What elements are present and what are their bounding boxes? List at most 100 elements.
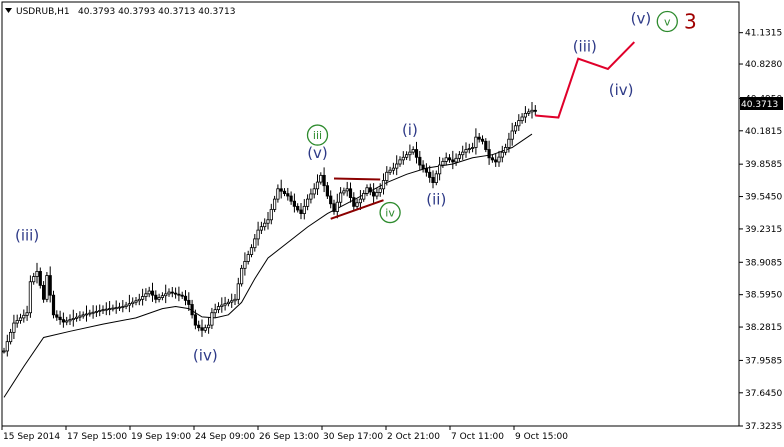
candle-body <box>45 275 49 300</box>
candle-body <box>210 312 214 326</box>
wave-label: (iv) <box>193 346 218 364</box>
candle-body <box>253 238 257 249</box>
y-tick-label: 37.6450 <box>745 389 782 399</box>
candle-body <box>111 307 115 310</box>
candle-body <box>342 190 346 194</box>
candle-body <box>457 154 462 159</box>
forecast-path <box>535 41 636 119</box>
candle-body <box>81 314 85 317</box>
candle-body <box>101 309 105 312</box>
candle-body <box>18 317 23 321</box>
candle-body <box>424 168 429 173</box>
candle-body <box>398 159 402 165</box>
candle-body <box>51 294 56 316</box>
candle-body <box>461 151 465 156</box>
candle-body <box>391 167 396 171</box>
moving-average-layer <box>3 133 533 398</box>
candle-body <box>494 159 498 163</box>
candle-body <box>451 159 455 163</box>
candle-body <box>150 290 155 296</box>
x-tick-label: 15 Sep 2014 <box>3 432 60 442</box>
candle-body <box>477 136 481 140</box>
y-tick-label: 37.3235 <box>745 422 782 432</box>
candle-body <box>381 180 386 190</box>
candle-body <box>127 303 131 306</box>
candle-body <box>84 313 89 316</box>
candle-body <box>282 190 287 195</box>
candle-body <box>206 324 211 329</box>
candle-body <box>355 202 359 207</box>
candle-body <box>362 193 366 200</box>
candle-body <box>404 154 409 158</box>
candle-body <box>279 188 283 192</box>
wave-labels-layer: (iii) (iv) (v) (i) (ii) (iii) (iv) (v) iii iv v 3 <box>15 9 697 364</box>
y-tick-label: 38.5950 <box>745 291 782 301</box>
candle-body <box>428 171 432 178</box>
candle-body <box>75 316 79 319</box>
candle-body <box>170 291 174 294</box>
candle-body <box>513 125 518 132</box>
candle-body <box>137 298 141 302</box>
x-tick-label: 9 Oct 15:00 <box>515 432 568 442</box>
candle-body <box>447 157 452 161</box>
candle-body <box>421 164 425 170</box>
candle-body <box>292 200 297 207</box>
candle-body <box>15 320 19 324</box>
candle-body <box>91 311 95 314</box>
candle-body <box>223 303 227 306</box>
candle-body <box>289 195 293 202</box>
candle-body <box>236 283 240 300</box>
candle-body <box>371 191 376 197</box>
candle-body <box>144 293 148 297</box>
candle-body <box>329 195 333 205</box>
x-tick-label: 26 Sep 13:00 <box>259 432 319 442</box>
candle-body <box>71 318 75 321</box>
candle-body <box>147 290 151 295</box>
candle-body <box>365 187 369 194</box>
wave-label: (iii) <box>573 37 597 55</box>
candle-body <box>338 192 343 203</box>
candle-body <box>507 138 511 148</box>
candle-body <box>216 306 221 311</box>
candle-body <box>256 229 260 240</box>
candle-body <box>312 188 316 195</box>
candle-body <box>124 304 128 307</box>
candle-body <box>464 149 468 153</box>
wave-label: (v) <box>631 10 652 28</box>
y-tick-label: 39.2315 <box>745 225 782 235</box>
price-tag-bg <box>740 97 783 110</box>
candle-body <box>266 219 270 224</box>
candle-body <box>510 130 514 140</box>
candle-body <box>533 109 537 112</box>
candle-body <box>401 156 405 161</box>
degree-label: 3 <box>684 9 697 33</box>
candle-body <box>497 156 501 163</box>
dropdown-icon[interactable] <box>5 8 12 13</box>
candle-body <box>332 203 336 212</box>
candle-body <box>108 308 112 311</box>
candle-body <box>42 284 46 300</box>
candle-body <box>276 188 280 200</box>
candle-body <box>55 314 59 318</box>
y-tick-label: 38.2815 <box>745 323 782 333</box>
candle-body <box>164 293 168 297</box>
candle-body <box>213 309 217 314</box>
candle-body <box>173 292 178 295</box>
y-tick-label: 40.8280 <box>745 60 782 70</box>
candle-body <box>315 181 320 190</box>
candle-body <box>220 304 224 307</box>
candle-body <box>474 136 478 148</box>
candle-body <box>25 312 29 316</box>
candle-body <box>299 209 303 214</box>
candle-body <box>368 187 372 193</box>
candle-body <box>134 300 138 303</box>
candle-body <box>243 261 247 269</box>
x-tick-label: 17 Sep 15:00 <box>67 432 127 442</box>
candle-body <box>180 294 184 297</box>
candle-body <box>322 174 326 187</box>
candle-body <box>296 205 300 211</box>
candle-body <box>269 209 273 221</box>
x-tick-label: 24 Sep 09:00 <box>195 432 255 442</box>
